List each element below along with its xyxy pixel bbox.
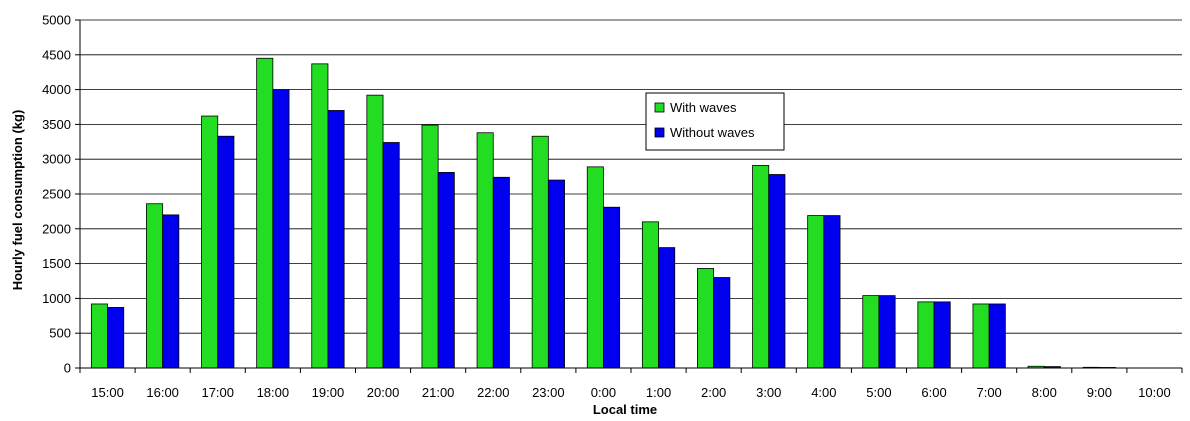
bar-without-waves <box>658 247 676 369</box>
x-tick-label: 8:00 <box>1032 385 1057 400</box>
bar-without-waves <box>382 142 400 369</box>
bar-without-waves <box>492 176 510 369</box>
bar-with-waves <box>586 166 604 369</box>
bar-with-waves <box>807 215 825 369</box>
bar-without-waves <box>988 303 1006 369</box>
x-tick-label: 1:00 <box>646 385 671 400</box>
y-tick-label: 1500 <box>42 256 71 271</box>
x-tick-label: 22:00 <box>477 385 510 400</box>
bar-without-waves <box>823 215 841 369</box>
y-tick-labels: 0 500 1000 1500 2000 2500 3000 3500 4000 4500 5000 <box>42 13 71 376</box>
axes <box>75 19 1183 373</box>
bar-with-waves <box>476 132 494 369</box>
bar-with-waves <box>641 221 659 369</box>
bars <box>90 57 1116 369</box>
bar-with-waves <box>146 203 164 369</box>
y-tick-label: 2500 <box>42 187 71 202</box>
y-tick-label: 5000 <box>42 13 71 28</box>
x-tick-label: 23:00 <box>532 385 565 400</box>
bar-without-waves <box>768 174 786 369</box>
y-tick-label: 3500 <box>42 117 71 132</box>
y-tick-label: 0 <box>64 361 71 376</box>
y-tick-label: 2000 <box>42 221 71 236</box>
x-tick-label: 20:00 <box>367 385 400 400</box>
bar-with-waves <box>421 124 439 369</box>
bar-with-waves <box>90 303 108 369</box>
gridlines <box>80 19 1182 334</box>
bar-without-waves <box>713 277 731 369</box>
y-tick-label: 1000 <box>42 291 71 306</box>
legend-label-with-waves: With waves <box>670 100 737 115</box>
y-tick-label: 4000 <box>42 82 71 97</box>
legend-swatch-with-waves <box>654 102 665 113</box>
bar-with-waves <box>256 57 274 369</box>
x-tick-label: 15:00 <box>91 385 124 400</box>
x-axis-title: Local time <box>593 402 657 417</box>
bar-with-waves <box>366 94 384 369</box>
x-tick-label: 21:00 <box>422 385 455 400</box>
bar-without-waves <box>107 307 125 369</box>
bar-with-waves <box>311 63 329 369</box>
x-tick-label: 17:00 <box>201 385 234 400</box>
x-tick-label: 18:00 <box>257 385 290 400</box>
legend-box <box>645 92 785 151</box>
bar-with-waves <box>862 295 880 369</box>
x-tick-label: 4:00 <box>811 385 836 400</box>
legend-label-without-waves: Without waves <box>670 125 755 140</box>
bar-with-waves <box>752 165 770 369</box>
bar-without-waves <box>603 206 621 369</box>
bar-with-waves <box>531 135 549 369</box>
bar-without-waves <box>327 110 345 369</box>
x-tick-label: 9:00 <box>1087 385 1112 400</box>
bar-without-waves <box>162 214 180 369</box>
x-tick-label: 2:00 <box>701 385 726 400</box>
bar-without-waves <box>272 89 290 369</box>
y-tick-label: 500 <box>49 326 71 341</box>
y-tick-label: 4500 <box>42 47 71 62</box>
y-tick-label: 3000 <box>42 152 71 167</box>
x-tick-label: 19:00 <box>312 385 345 400</box>
bar-without-waves <box>878 295 896 369</box>
x-tick-label: 5:00 <box>866 385 891 400</box>
legend-swatch-without-waves <box>654 127 665 138</box>
bar-with-waves <box>917 301 935 369</box>
x-tick-label: 3:00 <box>756 385 781 400</box>
x-tick-label: 6:00 <box>921 385 946 400</box>
bar-with-waves <box>201 115 219 369</box>
bar-with-waves <box>972 303 990 369</box>
bar-without-waves <box>217 135 235 369</box>
x-tick-labels: 15:00 16:00 17:00 18:00 19:00 20:00 21:00 22:00… <box>91 385 1170 400</box>
y-axis-title: Hourly fuel consumption (kg) <box>10 110 25 291</box>
x-tick-label: 10:00 <box>1138 385 1171 400</box>
x-tick-label: 7:00 <box>976 385 1001 400</box>
x-tick-label: 0:00 <box>591 385 616 400</box>
bar-without-waves <box>547 179 565 369</box>
bar-without-waves <box>933 301 951 369</box>
bar-with-waves <box>697 268 715 369</box>
x-tick-label: 16:00 <box>146 385 179 400</box>
bar-without-waves <box>437 172 455 369</box>
legend: With waves Without waves <box>645 92 785 151</box>
